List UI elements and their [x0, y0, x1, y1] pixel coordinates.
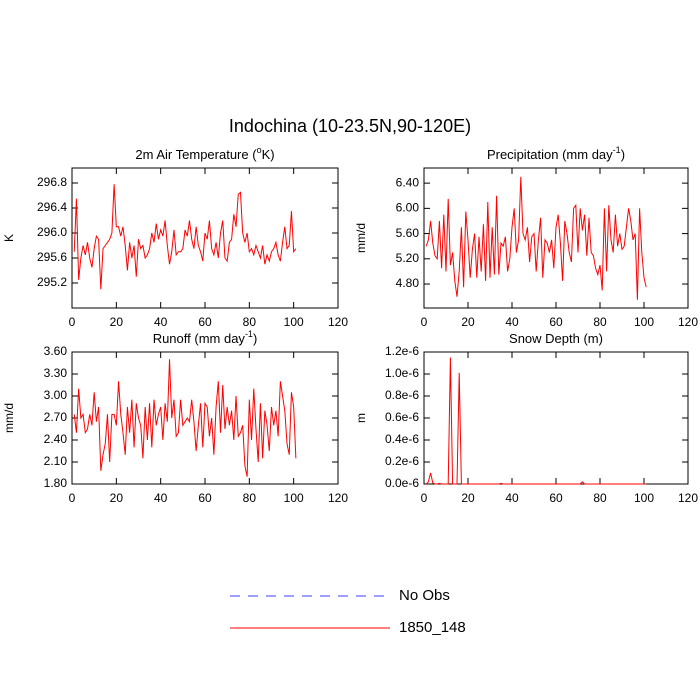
- panel-title: Runoff (mm day-1): [153, 329, 258, 346]
- y-tick-label: 296.0: [37, 225, 67, 239]
- title-part: Snow Depth (m): [509, 331, 603, 346]
- y-tick-label: 296.4: [37, 200, 67, 214]
- y-tick-label: 1.80: [44, 476, 68, 490]
- series-line: [425, 357, 647, 485]
- y-axis-label: mm/d: [354, 223, 368, 253]
- plot-frame: [423, 351, 689, 485]
- x-tick-label: 40: [154, 315, 168, 329]
- y-tick-label: 4.80: [396, 276, 420, 290]
- y-tick-label: 1.0e-6: [385, 366, 419, 380]
- x-tick-label: 60: [198, 315, 212, 329]
- x-tick-label: 20: [461, 491, 475, 505]
- x-tick-label: 20: [110, 315, 124, 329]
- y-tick-label: 0.0e-6: [385, 476, 419, 490]
- y-axis-label: m: [354, 413, 368, 423]
- series-line: [73, 184, 297, 290]
- x-tick-label: 80: [593, 491, 607, 505]
- y-tick-label: 5.60: [396, 226, 420, 240]
- y-tick-label: 5.20: [396, 251, 420, 265]
- series-line: [73, 359, 297, 477]
- y-axis-label: K: [2, 234, 16, 242]
- y-axis-label: mm/d: [2, 403, 16, 433]
- x-tick-label: 80: [243, 315, 257, 329]
- x-tick-label: 60: [198, 491, 212, 505]
- title-part: K): [262, 147, 275, 162]
- x-tick-label: 120: [678, 315, 698, 329]
- x-tick-label: 20: [461, 315, 475, 329]
- y-tick-label: 3.30: [44, 366, 68, 380]
- x-tick-label: 60: [549, 491, 563, 505]
- y-tick-label: 295.6: [37, 250, 67, 264]
- title-part: ): [621, 147, 625, 162]
- y-tick-label: 6.40: [396, 175, 420, 189]
- x-tick-label: 60: [549, 315, 563, 329]
- x-tick-label: 40: [505, 315, 519, 329]
- x-tick-label: 100: [634, 315, 654, 329]
- legend-label: 1850_148: [399, 619, 466, 636]
- y-tick-label: 2.10: [44, 454, 68, 468]
- legend-label: No Obs: [399, 587, 450, 604]
- y-tick-label: 2.40: [44, 432, 68, 446]
- x-tick-label: 0: [421, 491, 428, 505]
- title-part: -1: [245, 329, 253, 339]
- panel-title: Precipitation (mm day-1): [487, 145, 625, 162]
- title-part: ): [253, 331, 257, 346]
- panel-title: 2m Air Temperature (oK): [135, 145, 274, 162]
- x-tick-label: 120: [678, 491, 698, 505]
- y-tick-label: 0.8e-6: [385, 388, 419, 402]
- x-tick-label: 0: [69, 315, 76, 329]
- y-tick-label: 0.2e-6: [385, 454, 419, 468]
- y-tick-label: 0.6e-6: [385, 410, 419, 424]
- x-tick-label: 0: [421, 315, 428, 329]
- y-tick-label: 3.60: [44, 344, 68, 358]
- x-tick-label: 120: [328, 491, 348, 505]
- series-line: [425, 176, 647, 300]
- figure-title: Indochina (10-23.5N,90-120E): [229, 116, 471, 136]
- title-part: -1: [613, 145, 621, 155]
- y-tick-label: 6.00: [396, 201, 420, 215]
- x-tick-label: 100: [634, 491, 654, 505]
- x-tick-label: 40: [505, 491, 519, 505]
- x-tick-label: 40: [154, 491, 168, 505]
- y-tick-label: 1.2e-6: [385, 344, 419, 358]
- title-part: 2m Air Temperature (: [135, 147, 257, 162]
- panel-title: Snow Depth (m): [509, 331, 603, 346]
- y-tick-label: 3.00: [44, 388, 68, 402]
- title-part: o: [257, 145, 262, 155]
- y-tick-label: 296.8: [37, 175, 67, 189]
- y-tick-label: 295.2: [37, 275, 67, 289]
- x-tick-label: 20: [110, 491, 124, 505]
- x-tick-label: 80: [593, 315, 607, 329]
- x-tick-label: 0: [69, 491, 76, 505]
- title-part: Runoff (mm day: [153, 331, 246, 346]
- y-tick-label: 2.70: [44, 410, 68, 424]
- title-part: Precipitation (mm day: [487, 147, 613, 162]
- x-tick-label: 120: [328, 315, 348, 329]
- x-tick-label: 100: [284, 491, 304, 505]
- y-tick-label: 0.4e-6: [385, 432, 419, 446]
- x-tick-label: 80: [243, 491, 257, 505]
- x-tick-label: 100: [284, 315, 304, 329]
